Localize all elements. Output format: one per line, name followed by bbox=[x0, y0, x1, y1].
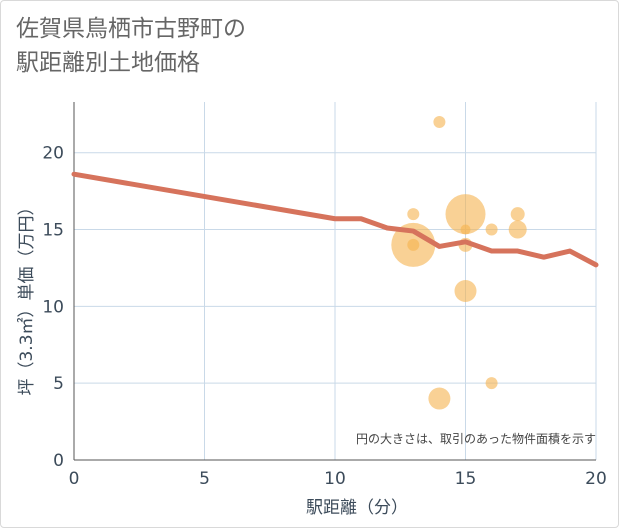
bubble-2 bbox=[407, 238, 420, 251]
bubble-1 bbox=[407, 208, 420, 221]
bubble-12 bbox=[508, 220, 527, 239]
bubble-9 bbox=[485, 223, 498, 236]
x-tick-label-1: 5 bbox=[199, 469, 210, 489]
y-tick-label-1: 5 bbox=[53, 374, 64, 394]
bubble-4 bbox=[428, 387, 451, 410]
trend-line-group bbox=[71, 171, 599, 268]
bubble-8 bbox=[454, 279, 477, 302]
axes bbox=[73, 102, 596, 461]
tick-labels: 0 5 10 15 20 0 5 10 15 20 bbox=[42, 144, 606, 489]
chart-title-line-2: 駅距離別土地価格 bbox=[16, 50, 200, 76]
bubble-5 bbox=[445, 194, 486, 235]
bubble-11 bbox=[510, 207, 525, 222]
bubble-10 bbox=[485, 377, 498, 390]
chart-title-line-1: 佐賀県鳥栖市古野町の bbox=[16, 16, 246, 42]
bubble-3 bbox=[433, 115, 446, 128]
size-note: 円の大きさは、取引のあった物件面積を示す bbox=[356, 431, 596, 446]
bubble-6 bbox=[460, 224, 471, 235]
y-tick-label-0: 0 bbox=[53, 451, 64, 471]
chart-title: 佐賀県鳥栖市古野町の 駅距離別土地価格 bbox=[16, 12, 246, 80]
x-tick-label-4: 20 bbox=[585, 469, 607, 489]
y-tick-label-3: 15 bbox=[42, 221, 64, 241]
y-tick-label-4: 20 bbox=[42, 144, 64, 164]
x-tick-label-2: 10 bbox=[324, 469, 346, 489]
x-tick-label-3: 15 bbox=[455, 469, 477, 489]
x-tick-label-0: 0 bbox=[69, 469, 80, 489]
bubbles bbox=[391, 115, 527, 410]
y-axis-label: 坪（3.3㎡）単価（万円） bbox=[17, 198, 37, 395]
grid-lines bbox=[74, 102, 597, 460]
x-axis-label: 駅距離（分） bbox=[306, 498, 408, 518]
y-tick-label-2: 10 bbox=[42, 297, 64, 317]
trend-line bbox=[71, 171, 599, 268]
